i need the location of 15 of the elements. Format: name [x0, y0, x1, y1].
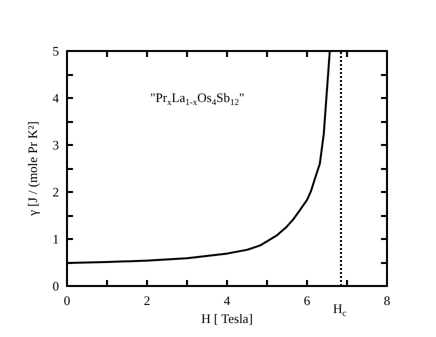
y-tick-label: 5	[52, 44, 59, 58]
y-tick-label: 0	[52, 278, 59, 294]
y-tick-label: 2	[52, 184, 59, 200]
text: "Pr$_{x}$La$_{1-x}$Os$_{4}$Sb$_{12}$"	[150, 90, 244, 107]
y-tick-label: 4	[52, 90, 60, 106]
y-axis-title: γ [J / (mole Pr K²]	[25, 121, 40, 217]
ref-line-label: H$_{c}$	[333, 301, 346, 318]
x-tick-label: 8	[384, 293, 390, 308]
x-tick-label: 6	[304, 293, 311, 308]
x-tick-label: 0	[64, 293, 70, 308]
x-axis-title: H [ Tesla]	[201, 310, 253, 326]
x-tick-label: 2	[144, 293, 150, 308]
x-tick-label: 4	[224, 293, 231, 308]
y-tick-label: 3	[52, 138, 59, 152]
y-tick-label: 1	[52, 232, 59, 246]
